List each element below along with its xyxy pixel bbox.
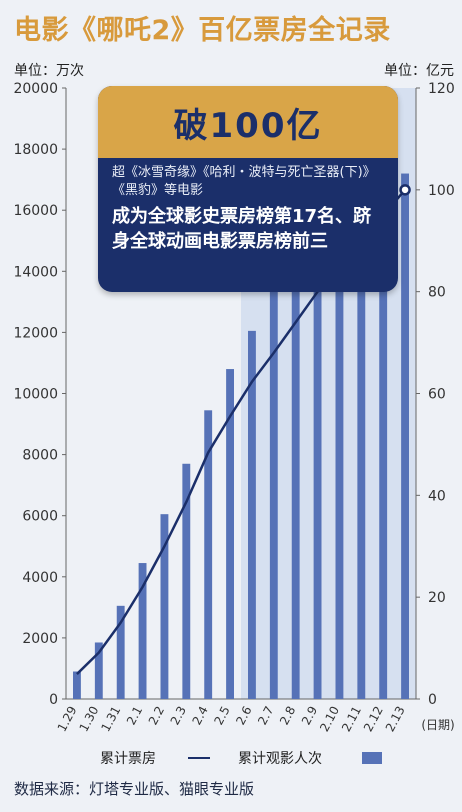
x-tick-label: 2.8 (277, 704, 298, 727)
right-tick-label: 120 (428, 81, 455, 97)
right-tick-label: 40 (428, 488, 446, 504)
x-tick-label: 2.7 (255, 704, 276, 727)
x-tick-label: 1.31 (98, 704, 123, 734)
x-tick-label: 2.13 (383, 704, 408, 734)
x-axis-unit: (日期) (421, 718, 454, 732)
bar (291, 240, 300, 699)
x-tick-label: 2.5 (211, 704, 232, 727)
left-tick-label: 18000 (13, 142, 58, 158)
x-tick-label: 1.29 (55, 704, 80, 734)
bar (94, 642, 103, 699)
right-tick-label: 20 (428, 590, 446, 606)
callout-header: 破100亿 (98, 86, 398, 158)
legend: 累计票房 累计观影人次 (0, 738, 462, 772)
bar (379, 185, 388, 699)
x-tick-label: 2.1 (124, 704, 145, 727)
right-tick-label: 60 (428, 387, 446, 403)
x-tick-label: 2.6 (233, 704, 254, 727)
left-tick-label: 2000 (22, 631, 58, 647)
legend-bar-label: 累计观影人次 (238, 751, 322, 767)
x-tick-label: 2.4 (190, 704, 211, 727)
line-point (399, 184, 411, 196)
x-tick-label: 2.9 (299, 704, 320, 727)
legend-line-swatch (188, 757, 210, 759)
x-tick-label: 1.30 (77, 704, 102, 734)
bar (138, 563, 147, 699)
x-tick-label: 2.12 (361, 704, 386, 734)
left-tick-label: 20000 (13, 81, 58, 97)
callout-main-text: 成为全球影史票房榜第17名、跻身全球动画电影票房榜前三 (112, 206, 372, 252)
data-source: 数据来源：灯塔专业版、猫眼专业版 (14, 780, 255, 798)
x-tick-label: 2.3 (168, 704, 189, 727)
chart-title: 电影《哪吒2》百亿票房全记录 (14, 15, 391, 46)
bar (116, 605, 125, 699)
bar (226, 369, 234, 699)
x-tick-label: 2.11 (339, 704, 364, 734)
legend-bar-swatch (362, 752, 382, 764)
bar (73, 671, 81, 699)
left-tick-label: 16000 (13, 203, 58, 219)
left-tick-label: 4000 (22, 570, 58, 586)
left-tick-label: 12000 (13, 325, 58, 341)
right-tick-label: 80 (428, 285, 446, 301)
bar (248, 330, 256, 699)
bar (335, 207, 344, 699)
left-tick-label: 8000 (22, 448, 58, 464)
x-tick-label: 2.2 (146, 704, 167, 727)
callout-box: 破100亿 超《冰雪奇缘》《哈利・波特与死亡圣器(下)》《黑豹》等电影 成为全球… (98, 86, 398, 292)
bar (269, 265, 278, 699)
right-tick-label: 100 (428, 183, 455, 199)
left-tick-label: 10000 (13, 387, 58, 403)
callout-subtext: 超《冰雪奇缘》《哈利・波特与死亡圣器(下)》《黑豹》等电影 (112, 165, 376, 198)
bar (313, 222, 322, 700)
left-tick-label: 0 (49, 692, 58, 708)
bar (357, 194, 366, 700)
bar (160, 514, 169, 699)
left-axis-unit: 单位：万次 (14, 63, 84, 79)
left-tick-label: 6000 (22, 509, 58, 525)
callout-headline: 破100亿 (173, 105, 323, 146)
right-tick-label: 0 (428, 692, 437, 708)
bar (401, 173, 409, 700)
left-tick-label: 14000 (13, 264, 58, 280)
bar (182, 463, 191, 699)
legend-line-label: 累计票房 (100, 751, 156, 767)
bar (204, 410, 213, 699)
right-axis-unit: 单位：亿元 (384, 63, 454, 79)
x-tick-label: 2.10 (317, 704, 342, 734)
